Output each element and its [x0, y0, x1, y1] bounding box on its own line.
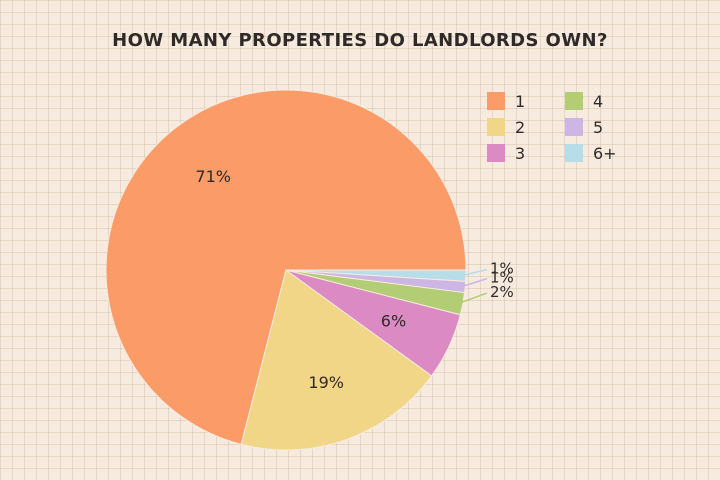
legend: 1 2 3 4 5 6+ [487, 92, 617, 163]
legend-swatch-4 [565, 92, 583, 110]
legend-swatch-6plus [565, 144, 583, 162]
legend-swatch-2 [487, 118, 505, 136]
pie-slice-6plus [285, 269, 467, 282]
legend-label-5: 5 [593, 118, 603, 137]
slice-label-1: 71% [195, 167, 231, 186]
pie-slice-1 [105, 89, 467, 445]
legend-label-2: 2 [515, 118, 525, 137]
pie-slice-2 [240, 269, 433, 451]
slice-label-6plus: 1% [490, 260, 514, 278]
pie-slices [105, 89, 467, 451]
slice-label-3: 6% [381, 312, 406, 331]
chart-title: HOW MANY PROPERTIES DO LANDLORDS OWN? [112, 30, 608, 51]
legend-swatch-5 [565, 118, 583, 136]
slice-label-4: 2% [490, 283, 514, 301]
legend-swatch-1 [487, 92, 505, 110]
leader-line-4 [459, 292, 488, 304]
legend-label-3: 3 [515, 144, 525, 163]
leader-line-5 [461, 277, 488, 288]
legend-swatch-3 [487, 144, 505, 162]
slice-labels: 71%19%6%2%1%1% [195, 167, 513, 392]
legend-label-1: 1 [515, 92, 525, 111]
slice-label-2: 19% [308, 373, 344, 392]
legend-label-4: 4 [593, 92, 603, 111]
leader-line-6plus [462, 268, 488, 277]
slice-label-5: 1% [490, 269, 514, 287]
legend-label-6plus: 6+ [593, 144, 617, 163]
